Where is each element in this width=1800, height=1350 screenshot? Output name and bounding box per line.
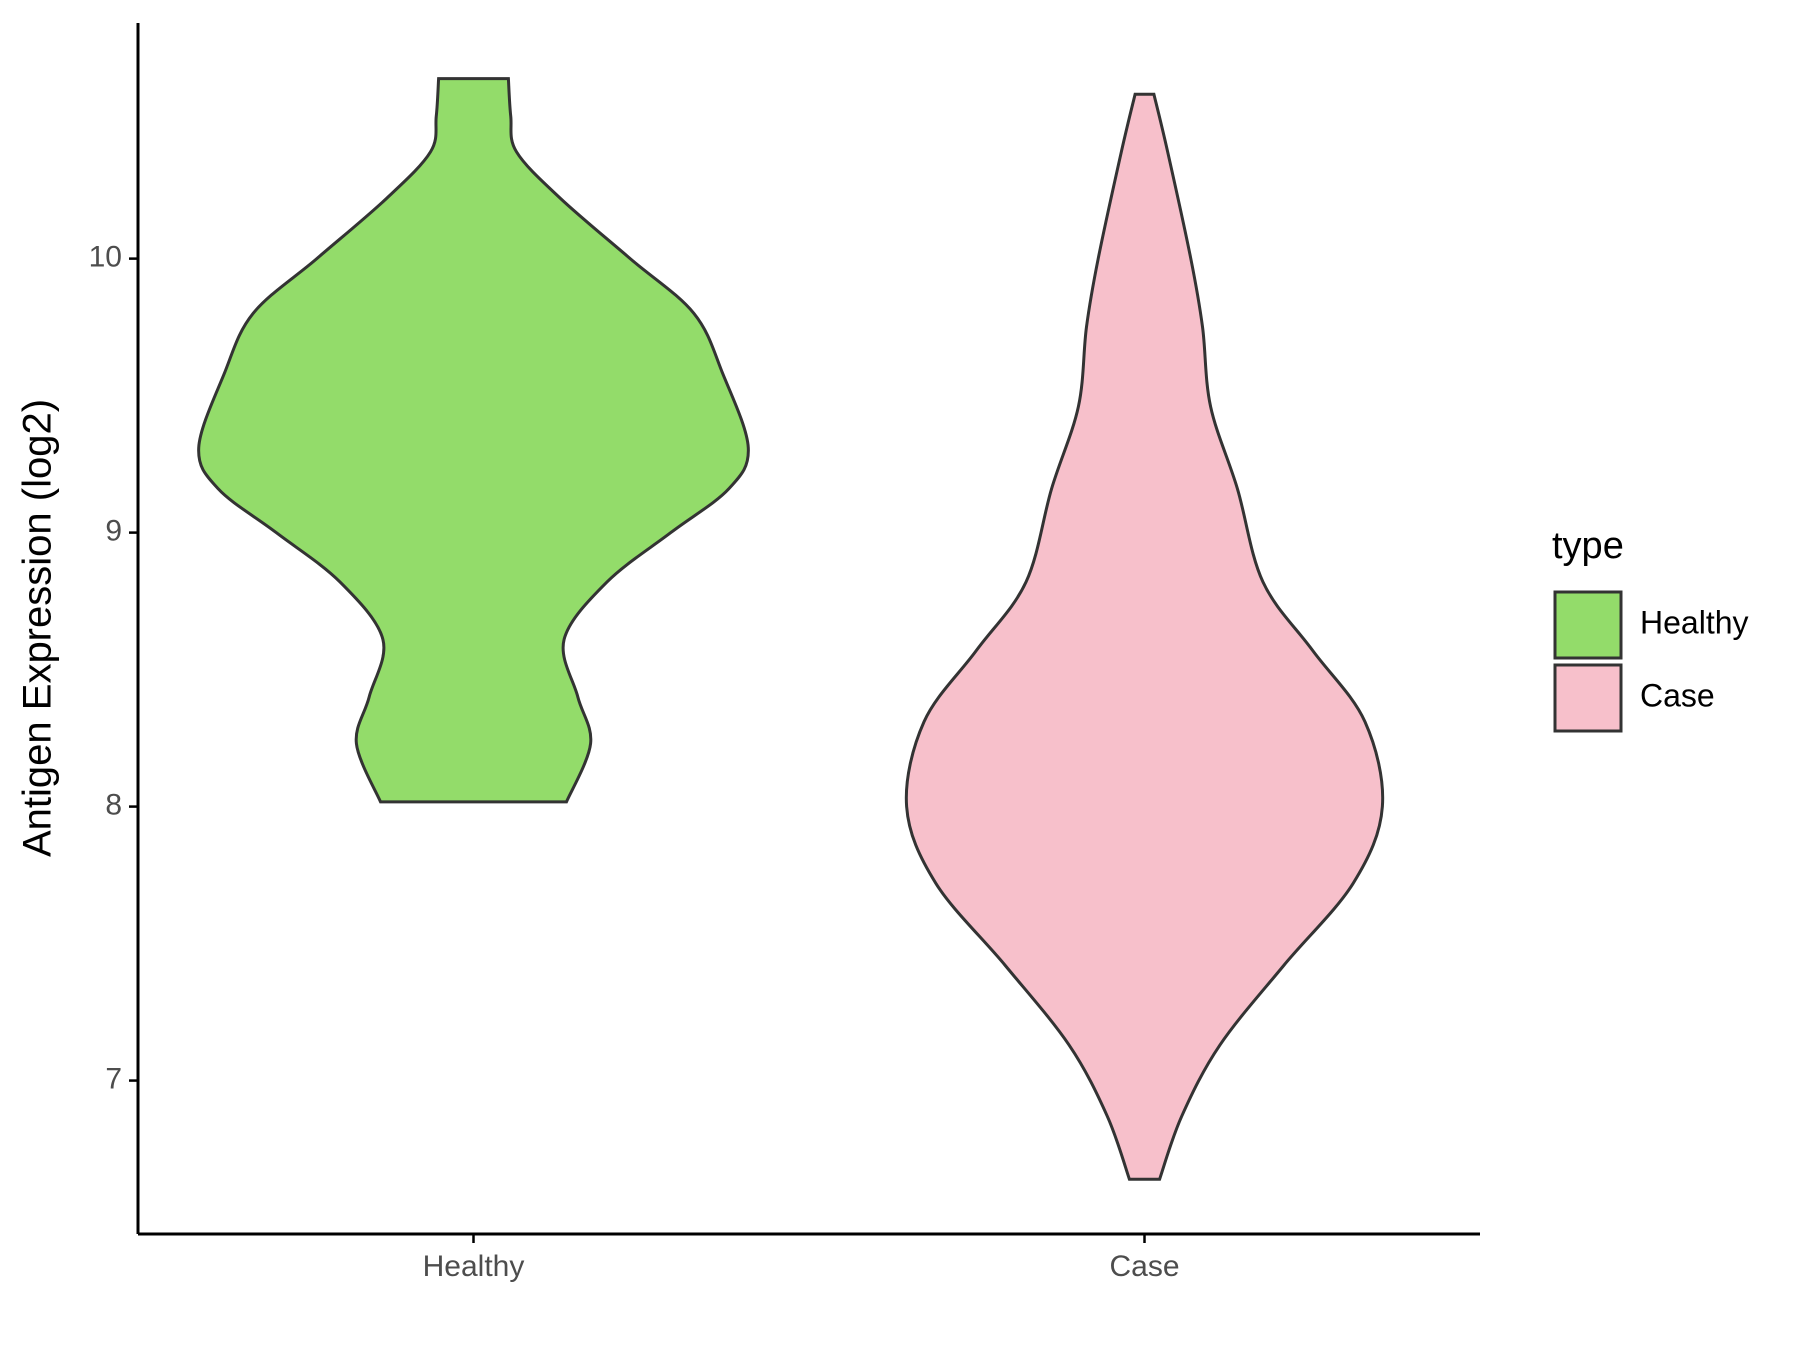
y-tick-label: 10 (89, 241, 122, 274)
y-tick-label: 7 (105, 1062, 122, 1095)
violin (904, 92, 1385, 1181)
x-tick-label: Healthy (423, 1250, 525, 1283)
y-tick-label: 9 (105, 515, 122, 548)
x-tick-label: Case (1109, 1250, 1179, 1283)
y-axis-title: Antigen Expression (log2) (16, 399, 60, 857)
legend-title: type (1552, 525, 1624, 567)
violin (197, 77, 750, 804)
y-tick-label: 8 (105, 789, 122, 822)
legend-key (1553, 590, 1623, 660)
legend-label: Case (1640, 677, 1715, 713)
legend-key (1553, 663, 1623, 733)
legend-label: Healthy (1640, 604, 1749, 640)
